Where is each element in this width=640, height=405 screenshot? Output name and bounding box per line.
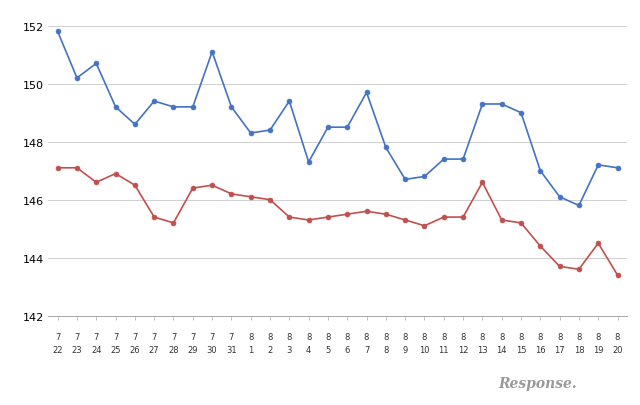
Text: 25: 25 [110, 345, 121, 354]
Text: 10: 10 [419, 345, 429, 354]
Text: 5: 5 [325, 345, 331, 354]
Text: 14: 14 [497, 345, 507, 354]
Text: 28: 28 [168, 345, 179, 354]
Text: 16: 16 [535, 345, 546, 354]
Text: 8: 8 [422, 333, 427, 341]
Text: 8: 8 [287, 333, 292, 341]
Text: 8: 8 [364, 333, 369, 341]
Text: 1: 1 [248, 345, 253, 354]
Text: 15: 15 [516, 345, 526, 354]
Text: 18: 18 [573, 345, 584, 354]
Text: 7: 7 [152, 333, 157, 341]
Text: 8: 8 [344, 333, 350, 341]
Text: 3: 3 [287, 345, 292, 354]
Text: 8: 8 [518, 333, 524, 341]
Text: 8: 8 [268, 333, 273, 341]
Text: 8: 8 [480, 333, 485, 341]
Text: 9: 9 [403, 345, 408, 354]
Text: 8: 8 [499, 333, 504, 341]
Text: 8: 8 [403, 333, 408, 341]
Text: 8: 8 [460, 333, 466, 341]
Text: Response.: Response. [498, 376, 577, 390]
Text: 7: 7 [55, 333, 60, 341]
Text: 7: 7 [132, 333, 138, 341]
Text: 13: 13 [477, 345, 488, 354]
Text: 7: 7 [190, 333, 195, 341]
Text: 7: 7 [171, 333, 176, 341]
Text: 24: 24 [91, 345, 102, 354]
Text: 2: 2 [268, 345, 273, 354]
Text: 8: 8 [596, 333, 601, 341]
Text: 26: 26 [129, 345, 140, 354]
Text: 27: 27 [149, 345, 159, 354]
Text: 23: 23 [72, 345, 83, 354]
Text: 8: 8 [441, 333, 447, 341]
Text: 12: 12 [458, 345, 468, 354]
Text: 8: 8 [538, 333, 543, 341]
Text: 17: 17 [554, 345, 565, 354]
Text: 8: 8 [306, 333, 311, 341]
Text: 8: 8 [576, 333, 582, 341]
Text: 20: 20 [612, 345, 623, 354]
Text: 8: 8 [383, 333, 388, 341]
Text: 7: 7 [74, 333, 79, 341]
Text: 8: 8 [248, 333, 253, 341]
Text: 7: 7 [209, 333, 215, 341]
Text: 11: 11 [438, 345, 449, 354]
Text: 6: 6 [344, 345, 350, 354]
Text: 8: 8 [325, 333, 331, 341]
Text: 22: 22 [52, 345, 63, 354]
Text: 8: 8 [383, 345, 388, 354]
Text: 7: 7 [113, 333, 118, 341]
Text: 29: 29 [188, 345, 198, 354]
Text: 7: 7 [228, 333, 234, 341]
Text: 7: 7 [93, 333, 99, 341]
Text: 7: 7 [364, 345, 369, 354]
Text: 30: 30 [207, 345, 218, 354]
Text: 4: 4 [306, 345, 311, 354]
Text: 31: 31 [226, 345, 237, 354]
Text: 8: 8 [615, 333, 620, 341]
Text: 8: 8 [557, 333, 563, 341]
Text: 19: 19 [593, 345, 604, 354]
